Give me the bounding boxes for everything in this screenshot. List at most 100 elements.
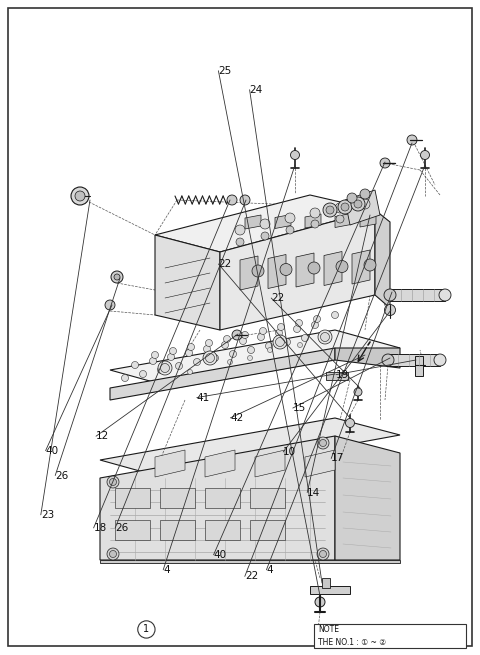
Circle shape	[338, 200, 352, 214]
Circle shape	[152, 352, 158, 358]
Circle shape	[240, 337, 247, 345]
Polygon shape	[275, 214, 291, 229]
Circle shape	[384, 305, 396, 316]
Circle shape	[360, 189, 370, 199]
Text: 15: 15	[293, 403, 306, 413]
Circle shape	[380, 158, 390, 168]
Circle shape	[326, 206, 334, 214]
Text: 23: 23	[41, 510, 54, 520]
Polygon shape	[155, 235, 220, 330]
Polygon shape	[305, 214, 321, 228]
Circle shape	[323, 203, 337, 217]
Text: 40: 40	[214, 550, 227, 560]
Text: 40: 40	[46, 445, 59, 456]
Bar	[205, 488, 240, 508]
Circle shape	[185, 350, 192, 356]
Circle shape	[310, 208, 320, 218]
Polygon shape	[100, 418, 400, 478]
Bar	[250, 520, 285, 540]
Circle shape	[260, 219, 270, 229]
Circle shape	[336, 261, 348, 272]
Polygon shape	[155, 195, 375, 252]
Bar	[322, 578, 330, 588]
Circle shape	[276, 337, 285, 346]
Circle shape	[193, 358, 201, 365]
Polygon shape	[100, 436, 335, 560]
Polygon shape	[110, 330, 400, 388]
Circle shape	[315, 597, 325, 607]
Circle shape	[236, 238, 244, 246]
Circle shape	[121, 375, 129, 381]
Bar	[390, 289, 445, 301]
Circle shape	[212, 354, 218, 362]
Circle shape	[248, 356, 252, 360]
Polygon shape	[335, 214, 351, 227]
Text: 41: 41	[197, 392, 210, 403]
Circle shape	[354, 388, 362, 396]
Text: 24: 24	[250, 84, 263, 95]
Circle shape	[298, 343, 302, 348]
Text: 22: 22	[245, 571, 258, 582]
Text: 19: 19	[336, 369, 349, 380]
Circle shape	[335, 203, 345, 213]
Circle shape	[260, 328, 266, 335]
Text: 22: 22	[218, 259, 232, 269]
Polygon shape	[268, 255, 286, 288]
Text: 18: 18	[94, 523, 107, 533]
Text: 4: 4	[163, 565, 170, 575]
Text: 25: 25	[218, 66, 232, 76]
Circle shape	[241, 331, 249, 339]
Circle shape	[301, 335, 309, 341]
Circle shape	[332, 312, 338, 318]
Circle shape	[351, 197, 365, 211]
Bar	[205, 520, 240, 540]
Circle shape	[109, 550, 117, 557]
Circle shape	[311, 220, 319, 228]
Circle shape	[317, 437, 329, 449]
Circle shape	[277, 324, 285, 331]
Circle shape	[138, 621, 155, 638]
Circle shape	[308, 262, 320, 274]
Circle shape	[407, 135, 417, 145]
Polygon shape	[220, 210, 375, 330]
Bar	[388, 354, 440, 366]
Circle shape	[114, 274, 120, 280]
Circle shape	[273, 335, 287, 349]
Polygon shape	[100, 560, 400, 563]
Circle shape	[168, 354, 175, 360]
Circle shape	[354, 200, 362, 208]
Text: 1: 1	[144, 624, 149, 635]
Text: 26: 26	[115, 523, 129, 533]
Circle shape	[205, 339, 213, 346]
Circle shape	[205, 354, 215, 362]
Text: 22: 22	[271, 293, 285, 303]
Circle shape	[276, 329, 283, 337]
Bar	[160, 520, 195, 540]
Bar	[326, 372, 348, 380]
Polygon shape	[352, 250, 370, 284]
Circle shape	[265, 343, 273, 350]
Polygon shape	[240, 256, 258, 290]
Circle shape	[317, 548, 329, 560]
Circle shape	[290, 151, 300, 160]
Circle shape	[157, 367, 165, 373]
Circle shape	[320, 550, 326, 557]
Circle shape	[384, 289, 396, 301]
Polygon shape	[305, 450, 335, 477]
Circle shape	[240, 195, 250, 205]
Polygon shape	[345, 190, 380, 225]
Circle shape	[312, 322, 319, 329]
Circle shape	[149, 358, 156, 364]
Circle shape	[318, 330, 332, 344]
Text: 14: 14	[307, 487, 321, 498]
Polygon shape	[255, 450, 285, 477]
Circle shape	[293, 326, 300, 333]
Circle shape	[169, 348, 177, 354]
Circle shape	[140, 371, 146, 377]
Circle shape	[71, 187, 89, 205]
Text: 26: 26	[55, 470, 69, 481]
Circle shape	[132, 362, 139, 369]
Circle shape	[320, 440, 326, 447]
Circle shape	[158, 361, 172, 375]
Circle shape	[204, 345, 211, 352]
